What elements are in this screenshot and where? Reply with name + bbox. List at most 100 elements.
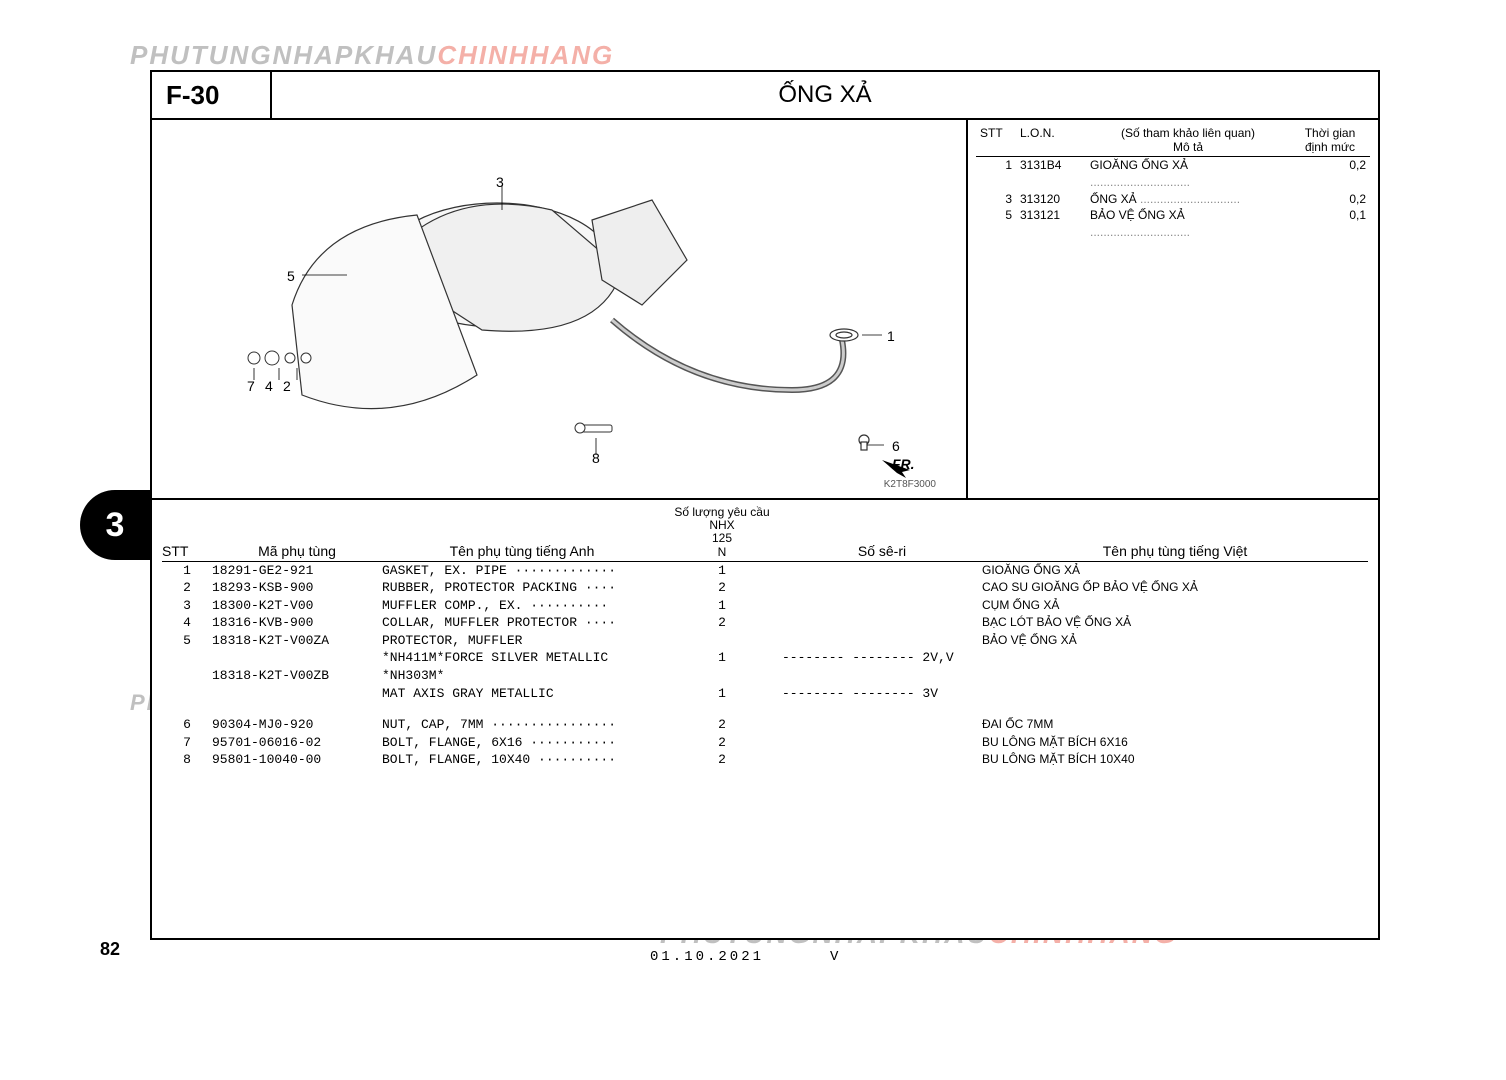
part-qty: 1 (662, 562, 782, 580)
parts-row: MAT AXIS GRAY METALLIC1-------- --------… (162, 685, 1368, 703)
ph-code: Mã phụ tùng (212, 543, 382, 559)
ref-desc: ỐNG XẢ .............................. (1086, 191, 1290, 208)
parts-row: *NH411M*FORCE SILVER METALLIC1-------- -… (162, 649, 1368, 667)
parts-row: 690304-MJ0-920NUT, CAP, 7MM ············… (162, 716, 1368, 734)
parts-table: STT Mã phụ tùng Tên phụ tùng tiếng Anh S… (152, 500, 1378, 769)
part-serial (782, 614, 982, 632)
reference-table: STT L.O.N. (Số tham khảo liên quan) Mô t… (968, 120, 1378, 498)
callout-8: 8 (592, 450, 600, 466)
ph-stt: STT (162, 543, 212, 559)
part-code: 18291-GE2-921 (212, 562, 382, 580)
section-title: ỐNG XẢ (272, 72, 1378, 118)
ph-qty-l3: N (662, 546, 782, 559)
part-stt: 7 (162, 734, 212, 752)
part-stt: 6 (162, 716, 212, 734)
ph-qty-l2: 125 (662, 532, 782, 545)
callout-2: 2 (283, 378, 291, 394)
part-qty: 1 (662, 685, 782, 703)
callout-5: 5 (287, 268, 295, 284)
part-name-vn: ĐAI ỐC 7MM (982, 716, 1368, 734)
ph-qty: Số lượng yêu cầu NHX 125 N (662, 506, 782, 559)
part-code: 18293-KSB-900 (212, 579, 382, 597)
parts-row: 518318-K2T-V00ZAPROTECTOR, MUFFLERBẢO VỆ… (162, 632, 1368, 650)
part-serial (782, 667, 982, 685)
diagram-area: 3 5 1 6 7 4 2 8 FR. K2T8F3000 (152, 120, 968, 498)
ref-desc: BẢO VỆ ỐNG XẢ ..........................… (1086, 207, 1290, 241)
part-code: 18318-K2T-V00ZB (212, 667, 382, 685)
page-frame: F-30 ỐNG XẢ (150, 70, 1380, 940)
part-stt: 5 (162, 632, 212, 650)
parts-rows: 118291-GE2-921GASKET, EX. PIPE ·········… (162, 562, 1368, 702)
part-name-vn (982, 667, 1368, 685)
part-code (212, 685, 382, 703)
parts-row: 2 18293-KSB-900RUBBER, PROTECTOR PACKING … (162, 579, 1368, 597)
part-serial (782, 751, 982, 769)
part-serial (782, 562, 982, 580)
part-name-en: MUFFLER COMP., EX. ·········· (382, 597, 662, 615)
part-name-en: MAT AXIS GRAY METALLIC (382, 685, 662, 703)
page-number: 82 (100, 939, 120, 960)
parts-row: 795701-06016-02BOLT, FLANGE, 6X16 ······… (162, 734, 1368, 752)
parts-row: 318300-K2T-V00MUFFLER COMP., EX. ·······… (162, 597, 1368, 615)
part-serial (782, 734, 982, 752)
callout-7: 7 (247, 378, 255, 394)
part-stt: 8 (162, 751, 212, 769)
part-stt (162, 685, 212, 703)
part-qty: 1 (662, 649, 782, 667)
part-stt (162, 649, 212, 667)
part-code: 18316-KVB-900 (212, 614, 382, 632)
part-code: 18318-K2T-V00ZA (212, 632, 382, 650)
callout-4: 4 (265, 378, 273, 394)
parts-row: 418316-KVB-900COLLAR, MUFFLER PROTECTOR … (162, 614, 1368, 632)
ref-time: 0,2 (1290, 157, 1370, 191)
part-qty: 2 (662, 716, 782, 734)
part-name-vn (982, 685, 1368, 703)
ref-head-lon: L.O.N. (1016, 124, 1086, 156)
upper-area: 3 5 1 6 7 4 2 8 FR. K2T8F3000 STT L.O.N.… (152, 120, 1378, 500)
callout-6: 6 (892, 438, 900, 454)
part-serial (782, 579, 982, 597)
part-code: 90304-MJ0-920 (212, 716, 382, 734)
parts-row: 118291-GE2-921GASKET, EX. PIPE ·········… (162, 562, 1368, 580)
ref-head-time-top: Thời gian (1294, 126, 1366, 140)
ref-head-time: Thời gian định mức (1290, 124, 1370, 156)
part-stt (162, 667, 212, 685)
part-qty: 2 (662, 614, 782, 632)
ref-time: 0,1 (1290, 207, 1370, 241)
part-name-en: BOLT, FLANGE, 6X16 ··········· (382, 734, 662, 752)
part-name-vn (982, 649, 1368, 667)
ref-head-desc-bot: Mô tả (1090, 140, 1286, 154)
part-name-en: RUBBER, PROTECTOR PACKING ···· (382, 579, 662, 597)
ref-lon: 3131B4 (1016, 157, 1086, 191)
ref-head-desc-top: (Số tham khảo liên quan) (1090, 126, 1286, 140)
ref-stt: 5 (976, 207, 1016, 241)
part-code: 18300-K2T-V00 (212, 597, 382, 615)
part-name-vn: BU LÔNG MẶT BÍCH 6X16 (982, 734, 1368, 752)
part-qty: 2 (662, 751, 782, 769)
callout-3: 3 (496, 174, 504, 190)
diagram-code: K2T8F3000 (884, 479, 936, 490)
part-code (212, 649, 382, 667)
part-name-vn: GIOĂNG ỐNG XẢ (982, 562, 1368, 580)
callout-1: 1 (887, 328, 895, 344)
part-code: 95801-10040-00 (212, 751, 382, 769)
parts-header: STT Mã phụ tùng Tên phụ tùng tiếng Anh S… (162, 506, 1368, 562)
ref-head-time-bot: định mức (1294, 140, 1366, 154)
chapter-tab: 3 (80, 490, 150, 560)
part-serial (782, 597, 982, 615)
part-qty: 1 (662, 597, 782, 615)
exhaust-diagram-svg (182, 130, 942, 490)
ref-desc: GIOĂNG ỐNG XẢ ..........................… (1086, 157, 1290, 191)
footer-date: 01.10.2021 (650, 949, 764, 965)
ref-lon: 313120 (1016, 191, 1086, 208)
part-serial: -------- -------- 2V,V (782, 649, 982, 667)
reference-row: 5313121BẢO VỆ ỐNG XẢ ...................… (976, 207, 1370, 241)
parts-rows-2: 690304-MJ0-920NUT, CAP, 7MM ············… (162, 716, 1368, 769)
part-stt: 1 (162, 562, 212, 580)
parts-row: 895801-10040-00BOLT, FLANGE, 10X40 ·····… (162, 751, 1368, 769)
ref-head-stt: STT (976, 124, 1016, 156)
part-name-en: COLLAR, MUFFLER PROTECTOR ···· (382, 614, 662, 632)
fr-label: FR. (892, 456, 915, 472)
part-qty: 2 (662, 579, 782, 597)
part-name-vn: CỤM ỐNG XẢ (982, 597, 1368, 615)
